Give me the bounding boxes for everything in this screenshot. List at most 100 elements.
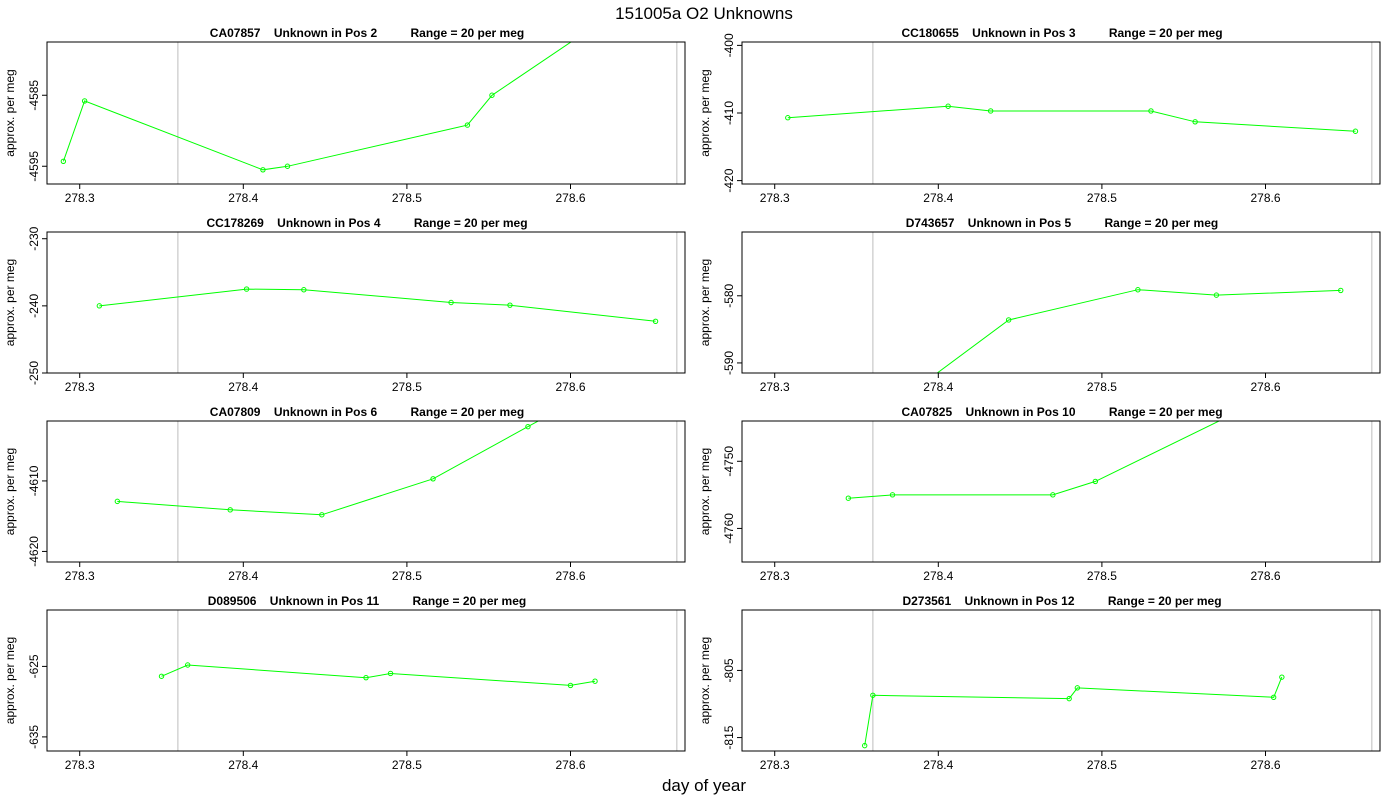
data-point	[1148, 108, 1154, 114]
panel-3: CC178269 Unknown in Pos 4 Range = 20 per…	[3, 216, 686, 394]
x-tick-label: 278.4	[228, 380, 258, 394]
y-axis-label: approx. per meg	[698, 637, 712, 724]
data-point	[430, 476, 436, 482]
data-point	[568, 401, 572, 405]
panel-6: CA07825 Unknown in Pos 10 Range = 20 per…	[698, 405, 1381, 583]
y-tick-label: -590	[722, 351, 736, 375]
y-tick-label: -250	[27, 361, 41, 385]
data-point	[81, 98, 88, 104]
data-point	[889, 492, 896, 498]
data-point	[1066, 695, 1072, 702]
panel-1: CA07857 Unknown in Pos 2 Range = 20 per …	[3, 26, 686, 205]
x-tick-label: 278.3	[65, 758, 95, 772]
data-point	[903, 394, 907, 398]
x-tick-label: 278.3	[65, 380, 95, 394]
series	[861, 674, 1285, 749]
data-point	[1135, 287, 1141, 293]
plot-frame	[741, 609, 1381, 752]
y-tick-label: -805	[722, 658, 736, 682]
x-tick-label: 278.4	[923, 380, 953, 394]
y-axis-label: approx. per meg	[3, 637, 17, 724]
figure-x-axis-label: day of year	[662, 776, 746, 795]
x-tick-label: 278.6	[1250, 380, 1280, 394]
y-tick-label: -4760	[722, 513, 736, 544]
x-tick-label: 278.3	[760, 380, 790, 394]
x-tick-label: 278.5	[392, 191, 422, 205]
y-axis-label: approx. per meg	[3, 259, 17, 346]
x-tick-label: 278.3	[760, 758, 790, 772]
y-tick-label: -420	[722, 168, 736, 192]
x-tick-label: 278.5	[1087, 569, 1117, 583]
series-line	[99, 288, 656, 322]
x-tick-label: 278.6	[555, 191, 585, 205]
y-tick-label: -4610	[27, 465, 41, 496]
data-point	[227, 507, 233, 513]
panels: CA07857 Unknown in Pos 2 Range = 20 per …	[3, 26, 1381, 772]
x-tick-label: 278.4	[923, 569, 953, 583]
x-tick-label: 278.3	[65, 191, 95, 205]
y-axis-label: approx. per meg	[3, 448, 17, 535]
data-point	[592, 678, 598, 684]
x-tick-label: 278.6	[1250, 569, 1280, 583]
data-point	[284, 163, 291, 169]
panel-7: D089506 Unknown in Pos 11 Range = 20 per…	[3, 594, 686, 772]
data-point	[301, 287, 307, 293]
data-point	[363, 674, 369, 681]
series	[96, 286, 659, 324]
data-point	[1005, 317, 1012, 323]
y-axis-label: approx. per meg	[698, 448, 712, 535]
y-tick-label: -580	[722, 283, 736, 307]
data-point	[158, 673, 165, 679]
x-tick-label: 278.6	[555, 758, 585, 772]
series-line	[117, 421, 540, 516]
data-point	[1213, 292, 1220, 298]
data-point	[184, 662, 191, 668]
plot-frame	[741, 41, 1381, 185]
panel-title: CC180655 Unknown in Pos 3 Range = 20 per…	[901, 26, 1222, 40]
data-point	[448, 299, 454, 306]
series	[114, 401, 572, 518]
data-point	[987, 108, 994, 114]
series	[158, 662, 598, 689]
data-point	[861, 742, 868, 749]
y-axis-label: approx. per meg	[3, 69, 17, 156]
x-tick-label: 278.6	[555, 569, 585, 583]
data-point	[1338, 287, 1344, 294]
y-tick-label: -4585	[27, 80, 41, 111]
data-point	[652, 318, 659, 324]
panel-title: CC178269 Unknown in Pos 4 Range = 20 per…	[206, 216, 527, 230]
data-point	[319, 512, 325, 518]
data-point	[785, 115, 791, 121]
x-tick-label: 278.3	[760, 569, 790, 583]
data-point	[1050, 492, 1056, 498]
series-line	[161, 664, 596, 686]
plot-frame	[741, 420, 1381, 563]
panel-4: D743657 Unknown in Pos 5 Range = 20 per …	[698, 216, 1381, 398]
panel-title: CA07857 Unknown in Pos 2 Range = 20 per …	[210, 26, 524, 40]
y-axis-label: approx. per meg	[698, 69, 712, 156]
y-tick-label: -625	[27, 654, 41, 678]
series-line	[848, 421, 1221, 499]
plot-frame	[46, 41, 686, 185]
y-tick-label: -4620	[27, 536, 41, 567]
series	[785, 103, 1359, 134]
panel-8: D273561 Unknown in Pos 12 Range = 20 per…	[698, 594, 1381, 772]
data-point	[260, 167, 266, 173]
series	[903, 287, 1344, 398]
data-point	[1074, 685, 1081, 691]
series-line	[936, 289, 1341, 373]
data-point	[1231, 412, 1235, 416]
data-point	[1279, 674, 1285, 680]
x-tick-label: 278.4	[923, 758, 953, 772]
x-tick-label: 278.5	[392, 569, 422, 583]
data-point	[464, 122, 471, 128]
data-point	[870, 692, 876, 698]
plot-frame	[46, 420, 686, 563]
data-point	[1270, 694, 1277, 700]
panel-2: CC180655 Unknown in Pos 3 Range = 20 per…	[698, 26, 1381, 205]
data-point	[845, 495, 852, 501]
x-tick-label: 278.4	[228, 191, 258, 205]
panel-5: CA07809 Unknown in Pos 6 Range = 20 per …	[3, 401, 686, 583]
panel-title: CA07825 Unknown in Pos 10 Range = 20 per…	[901, 405, 1222, 419]
